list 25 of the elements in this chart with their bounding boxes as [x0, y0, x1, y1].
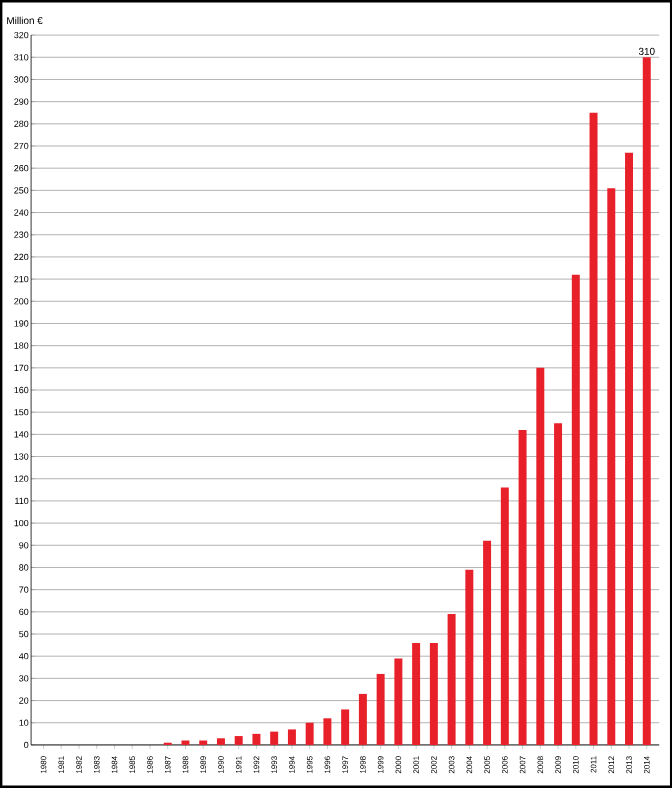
bar: [571, 274, 580, 745]
bar: [642, 57, 651, 745]
bar: [624, 152, 633, 745]
bar: [465, 569, 474, 745]
bar: [394, 658, 403, 745]
bar: [323, 718, 332, 745]
bar: [553, 423, 562, 745]
bar: [376, 673, 385, 745]
bar: [518, 429, 527, 745]
bar: [500, 487, 509, 745]
bar: [252, 733, 261, 745]
bar: [234, 736, 243, 745]
bar: [287, 729, 296, 745]
bar: [447, 614, 456, 745]
bar: [589, 112, 598, 745]
bar: [607, 188, 616, 745]
bar: [216, 738, 225, 745]
bar: [270, 731, 279, 745]
bar: [305, 722, 314, 745]
bar: [341, 709, 349, 745]
bar: [482, 540, 491, 745]
bar: [411, 642, 420, 745]
bar: [536, 367, 545, 745]
bar: [429, 642, 438, 745]
bar: [358, 693, 367, 745]
